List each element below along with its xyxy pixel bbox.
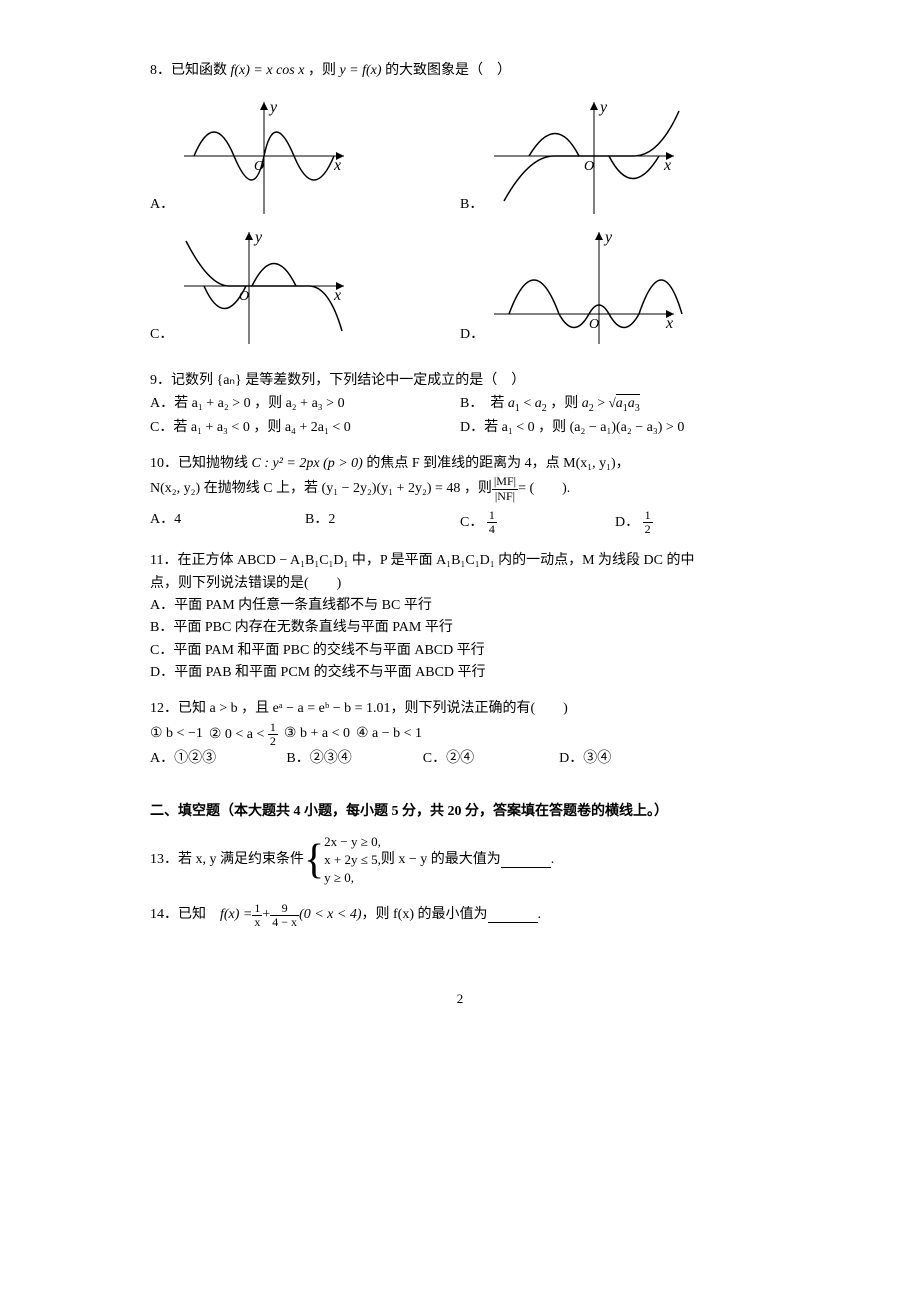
question-12: 12．已知 a > b ，且 eᵃ − a = eᵇ − b = 1.01，则下…: [150, 698, 770, 770]
q11-optC: C．平面 PAM 和平面 PBC 的交线不与平面 ABCD 平行: [150, 640, 770, 662]
q12-c3: ③ b + a < 0: [284, 723, 350, 745]
question-8: 8．已知函数 f(x) = x cos x ，则 y = f(x) 的大致图象是…: [150, 60, 770, 82]
q8-func2: y = f(x): [339, 63, 381, 78]
q8-optA-label: A．: [150, 194, 174, 216]
q13-brace: {: [304, 839, 324, 881]
svg-text:x: x: [333, 287, 341, 304]
q9-optB: B． 若 a1 < a2 ，则 a2 > √a1a3: [460, 393, 770, 417]
q10-l2b: = ( ).: [518, 478, 570, 500]
q11-stem1: 11．在正方体 ABCD − A₁B₁C₁D₁ 中，P 是平面 A₁B₁C₁D₁…: [150, 550, 770, 572]
svg-text:y: y: [603, 229, 613, 246]
q10-optD-label: D．: [615, 515, 639, 530]
q12-stem: 12．已知 a > b ，且 eᵃ − a = eᵇ − b = 1.01，则下…: [150, 698, 770, 720]
q11-stem2: 点，则下列说法错误的是( ): [150, 573, 770, 595]
q13-sys2: x + 2y ≤ 5,: [324, 851, 381, 869]
question-10: 10．已知抛物线 C : y² = 2px (p > 0) 的焦点 F 到准线的…: [150, 453, 770, 536]
q14-post-b: .: [538, 904, 542, 926]
section-2-heading: 二、填空题（本大题共 4 小题，每小题 5 分，共 20 分，答案填在答题卷的横…: [150, 801, 770, 823]
q8-stem-mid: ，则: [308, 63, 340, 78]
q12-optD: D．③④: [559, 748, 695, 770]
q12-optB: B．②③④: [286, 748, 422, 770]
q10-l1b: C : y² = 2px (p > 0): [252, 456, 363, 471]
q13-post-b: .: [551, 849, 555, 871]
svg-text:y: y: [253, 229, 263, 246]
svg-text:y: y: [268, 99, 278, 116]
q14-post-a: ，则 f(x) 的最小值为: [362, 904, 488, 926]
q13-blank: [501, 853, 551, 868]
svg-text:O: O: [589, 317, 599, 332]
q12-optA: A．①②③: [150, 748, 286, 770]
q8-optD-label: D．: [460, 324, 484, 346]
q10-l1c: 的焦点 F 到准线的距离为 4，点 M(x₁, y₁)，: [366, 456, 629, 471]
q13-sys1: 2x − y ≥ 0,: [324, 833, 381, 851]
question-9: 9．记数列 {aₙ} 是等差数列，下列结论中一定成立的是（ ） A．若 a₁ +…: [150, 370, 770, 439]
q8-graph-A-cell: A． y x O: [150, 96, 460, 216]
q8-func: f(x) = x cos x: [231, 63, 305, 78]
q11-optA: A．平面 PAM 内任意一条直线都不与 BC 平行: [150, 595, 770, 617]
q14-plus: +: [262, 904, 270, 926]
q8-graph-B-cell: B． y x O: [460, 96, 770, 216]
q8-graphs: A． y x O B． y x O C．: [150, 96, 770, 356]
q13-post-a: 则 x − y 的最大值为: [381, 849, 501, 871]
q10-l2a: N(x₂, y₂) 在抛物线 C 上，若 (y₁ − 2y₂)(y₁ + 2y₂…: [150, 478, 492, 500]
page-number: 2: [150, 989, 770, 1010]
q13-sys3: y ≥ 0,: [324, 869, 381, 887]
q14-blank: [488, 908, 538, 923]
q8-graph-B: y x O: [484, 96, 684, 216]
svg-text:O: O: [584, 159, 594, 174]
q8-optB-label: B．: [460, 194, 484, 216]
q9-optD: D．若 a₁ < 0 ，则 (a₂ − a₁)(a₂ − a₃) > 0: [460, 417, 770, 439]
q9-optC: C．若 a₁ + a₃ < 0 ，则 a₄ + 2a₁ < 0: [150, 417, 460, 439]
svg-text:x: x: [665, 315, 673, 332]
q8-stem-suffix: 的大致图象是（ ）: [385, 63, 511, 78]
svg-text:x: x: [663, 157, 671, 174]
question-11: 11．在正方体 ABCD − A₁B₁C₁D₁ 中，P 是平面 A₁B₁C₁D₁…: [150, 550, 770, 684]
q11-optB: B．平面 PBC 内存在无数条直线与平面 PAM 平行: [150, 617, 770, 639]
q8-graph-A: y x O: [174, 96, 354, 216]
q10-optB: B．2: [305, 509, 460, 536]
q11-optD: D．平面 PAB 和平面 PCM 的交线不与平面 ABCD 平行: [150, 662, 770, 684]
q10-optD: D． 12: [615, 509, 770, 536]
q14-func-a: f(x) =: [220, 904, 252, 926]
q9-stem: 9．记数列 {aₙ} 是等差数列，下列结论中一定成立的是（ ）: [150, 370, 770, 392]
q8-stem-prefix: 8．已知函数: [150, 63, 231, 78]
q8-graph-C: y x O: [174, 226, 354, 346]
q12-optC: C．②④: [423, 748, 559, 770]
q10-optA: A．4: [150, 509, 305, 536]
q14-pre: 14．已知: [150, 904, 220, 926]
q10-optC-label: C．: [460, 515, 483, 530]
q12-c4: ④ a − b < 1: [356, 723, 422, 745]
q12-c1: ① b < −1: [150, 723, 203, 745]
q14-frac1: 1x: [252, 902, 262, 929]
q8-graph-C-cell: C． y x O: [150, 226, 460, 346]
q8-graph-D-cell: D． y x O: [460, 226, 770, 346]
svg-text:y: y: [598, 99, 608, 116]
q8-optC-label: C．: [150, 324, 174, 346]
q14-frac2: 94 − x: [270, 902, 299, 929]
q12-c2: ② 0 < a < 12: [209, 721, 278, 748]
q10-ratio-d: |NF|: [492, 490, 518, 503]
q8-graph-D: y x O: [484, 226, 684, 346]
question-14: 14．已知 f(x) = 1x + 94 − x (0 < x < 4) ，则 …: [150, 902, 770, 929]
q14-dom: (0 < x < 4): [299, 904, 361, 926]
q13-pre: 13．若 x, y 满足约束条件: [150, 849, 304, 871]
svg-text:x: x: [333, 157, 341, 174]
q10-ratio: |MF| |NF|: [492, 475, 518, 502]
q10-l1a: 10．已知抛物线: [150, 456, 252, 471]
question-13: 13．若 x, y 满足约束条件 { 2x − y ≥ 0, x + 2y ≤ …: [150, 833, 770, 888]
q9-optA: A．若 a₁ + a₂ > 0 ，则 a₂ + a₃ > 0: [150, 393, 460, 417]
q10-optC: C． 14: [460, 509, 615, 536]
q10-ratio-n: |MF|: [492, 475, 518, 489]
